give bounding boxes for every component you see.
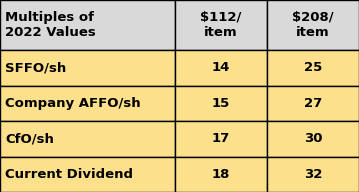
Text: 32: 32 <box>304 168 322 181</box>
Bar <box>0 50 175 85</box>
Text: 30: 30 <box>304 132 322 145</box>
Text: 17: 17 <box>212 132 230 145</box>
Bar <box>267 121 359 156</box>
Bar <box>0 121 175 156</box>
Text: CfO/sh: CfO/sh <box>5 132 54 145</box>
Bar <box>175 85 267 121</box>
Bar <box>267 156 359 192</box>
Bar <box>0 156 175 192</box>
Bar <box>0 85 175 121</box>
Text: $112/
item: $112/ item <box>200 11 242 39</box>
Bar <box>267 85 359 121</box>
Text: 27: 27 <box>304 97 322 110</box>
Bar <box>175 156 267 192</box>
Text: SFFO/sh: SFFO/sh <box>5 61 66 74</box>
Text: $208/
item: $208/ item <box>292 11 334 39</box>
Text: 25: 25 <box>304 61 322 74</box>
Bar <box>267 0 359 50</box>
Text: 15: 15 <box>212 97 230 110</box>
Bar <box>175 0 267 50</box>
Bar <box>0 0 175 50</box>
Text: 18: 18 <box>212 168 230 181</box>
Bar <box>267 50 359 85</box>
Bar <box>175 50 267 85</box>
Text: Multiples of
2022 Values: Multiples of 2022 Values <box>5 11 96 39</box>
Text: Current Dividend: Current Dividend <box>5 168 133 181</box>
Bar <box>175 121 267 156</box>
Text: Company AFFO/sh: Company AFFO/sh <box>5 97 141 110</box>
Text: 14: 14 <box>212 61 230 74</box>
